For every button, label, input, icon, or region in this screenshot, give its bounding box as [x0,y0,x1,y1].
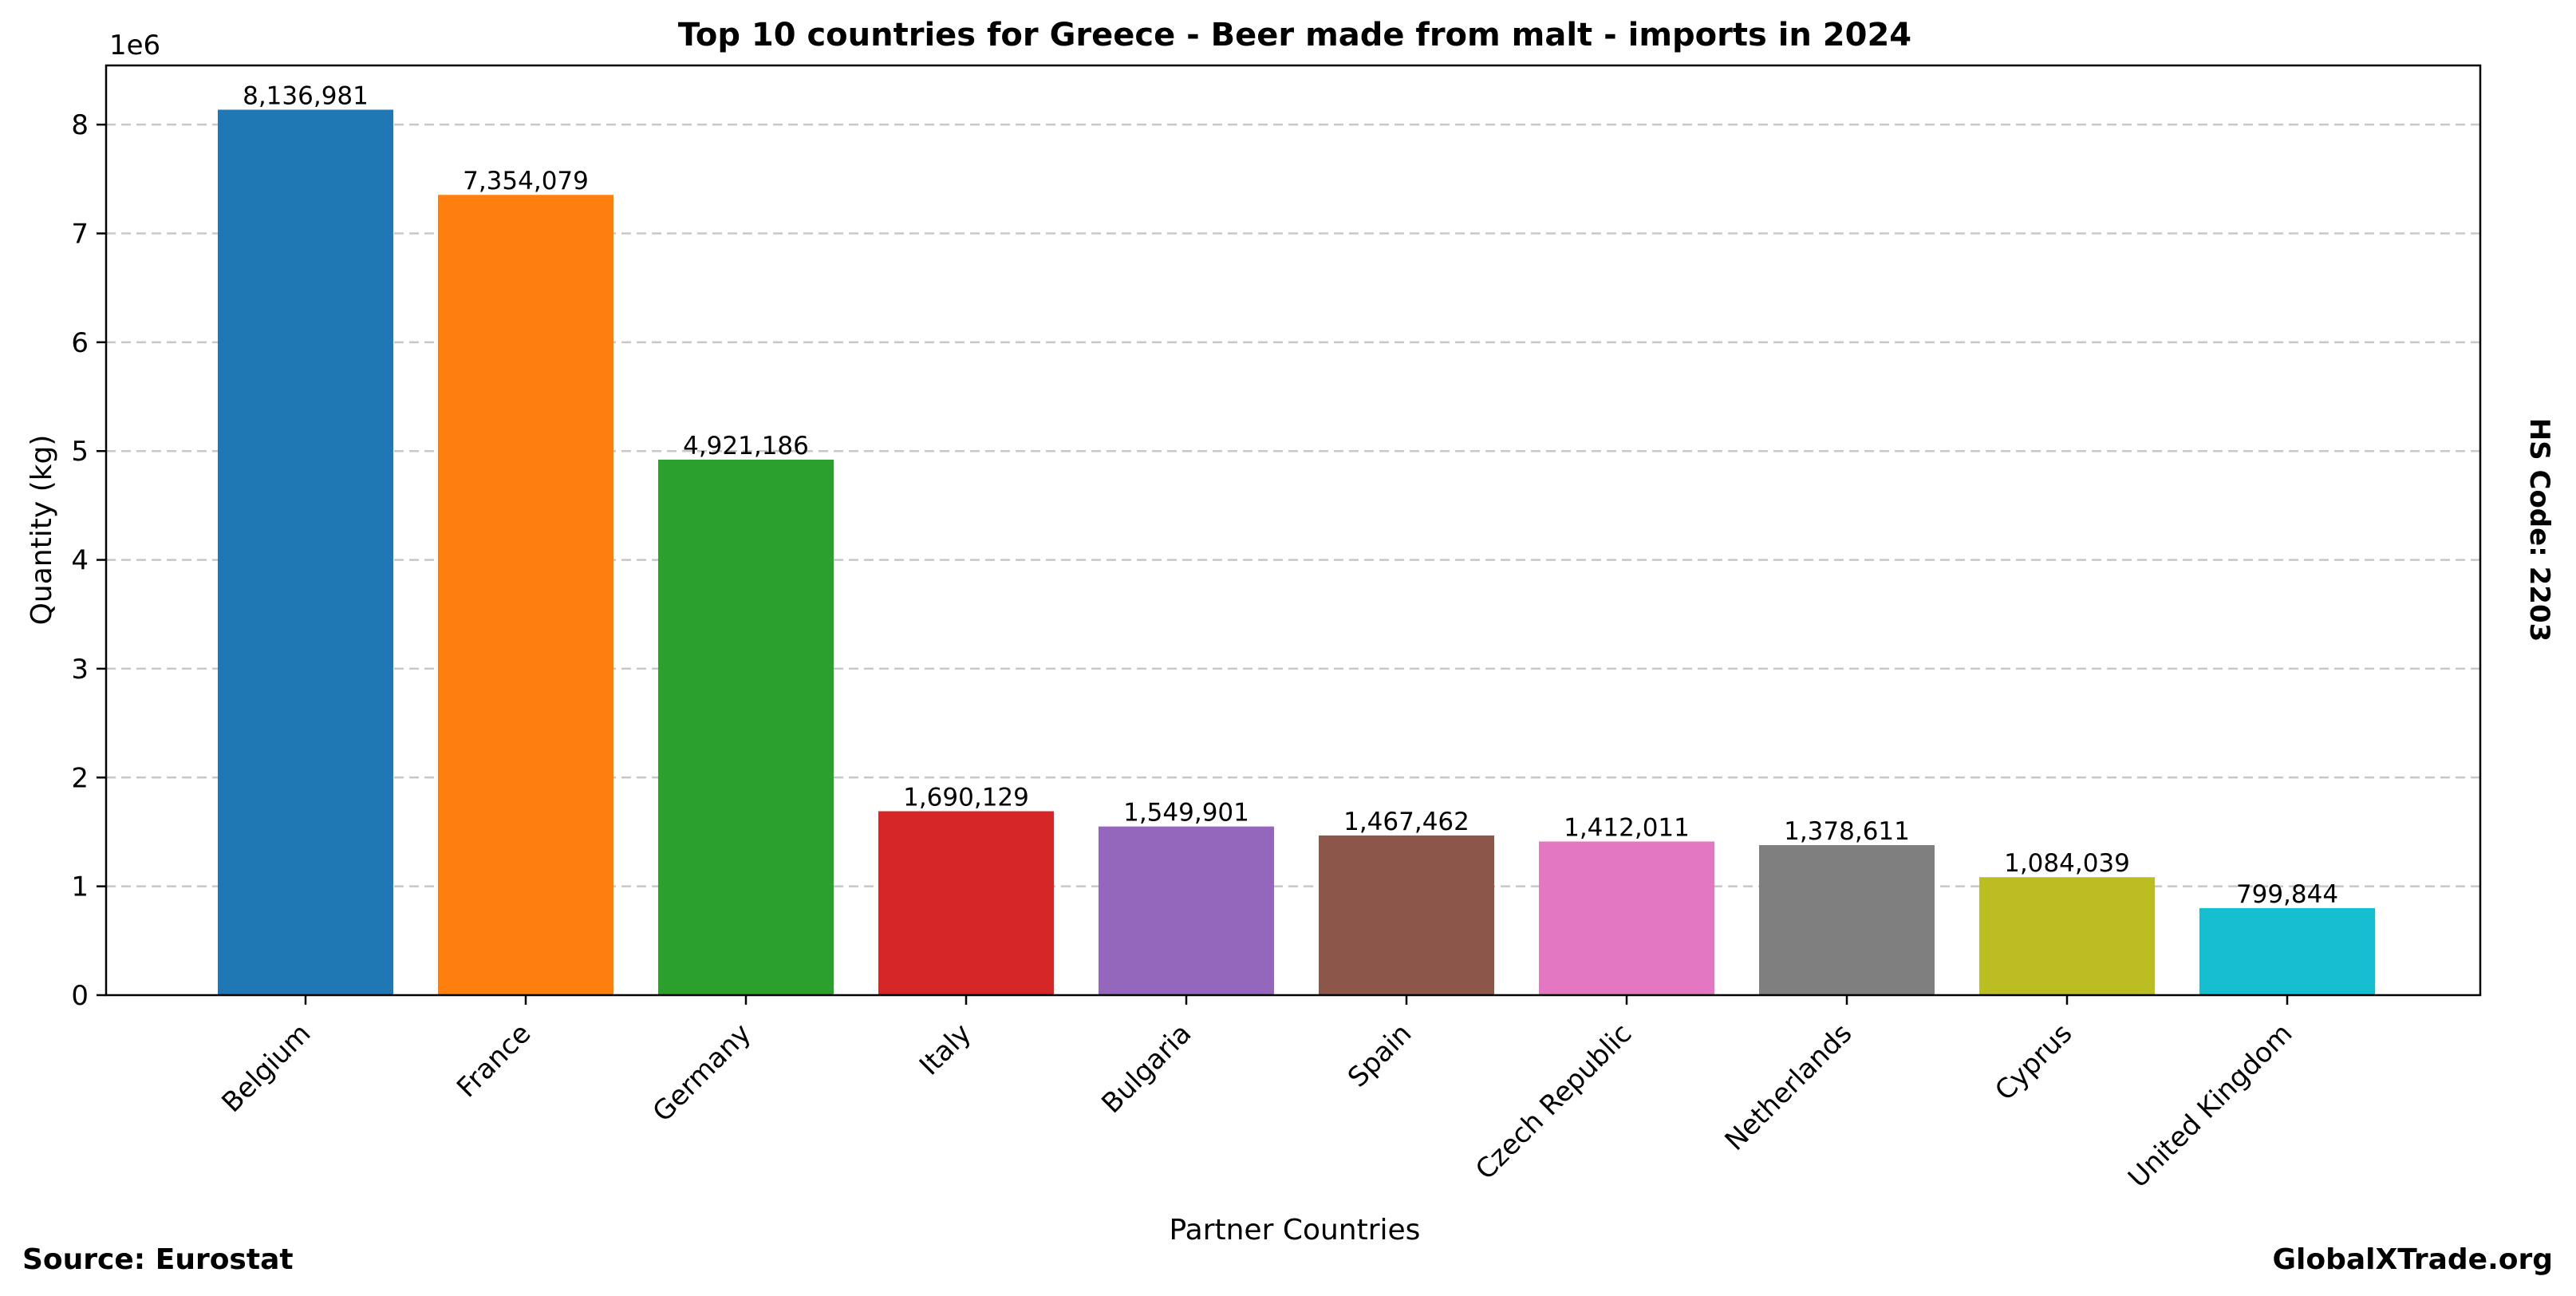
bar-value-label: 8,136,981 [243,81,369,110]
bar-bulgaria [1099,826,1274,995]
bar-cyprus [1979,877,2155,995]
bar-value-label: 1,690,129 [903,784,1029,812]
data-labels: 8,136,981 7,354,079 4,921,186 1,690,129 1,54… [243,81,2338,908]
bar-czech-republic [1539,841,1714,995]
bar-france [438,195,613,995]
bar-united-kingdom [2199,907,2375,995]
chart-title: Top 10 countries for Greece - Beer made … [678,17,1911,53]
y-tick-label: 1 [71,871,89,903]
y-tick-label: 6 [71,327,89,359]
y-scale-label: 1e6 [109,30,160,61]
bar-spain [1319,835,1494,995]
bar-belgium [218,109,393,995]
y-axis-label: Quantity (kg) [26,435,58,626]
x-axis-label: Partner Countries [1170,1214,1421,1247]
site-label: GlobalXTrade.org [2272,1243,2553,1276]
bar-value-label: 1,549,901 [1123,799,1249,828]
y-tick-label: 8 [71,109,89,141]
bar-value-label: 7,354,079 [463,167,589,196]
bar-value-label: 1,084,039 [2004,849,2130,878]
bar-germany [658,459,834,995]
bar-value-label: 1,378,611 [1784,817,1910,846]
y-axis-ticks: 0 1 2 3 4 5 6 7 8 [71,109,106,1012]
hs-code-label: HS Code: 2203 [2523,418,2555,642]
bar-italy [878,811,1054,995]
bars [218,109,2375,995]
bar-netherlands [1759,845,1935,995]
bar-value-label: 1,412,011 [1564,813,1690,842]
bar-value-label: 4,921,186 [683,432,809,460]
bar-value-label: 799,844 [2236,880,2338,909]
y-tick-label: 4 [71,545,89,577]
bar-value-label: 1,467,462 [1343,808,1469,836]
y-tick-label: 3 [71,654,89,686]
y-tick-label: 0 [71,980,89,1012]
source-label: Source: Eurostat [22,1243,294,1276]
y-tick-label: 7 [71,219,89,251]
y-tick-label: 5 [71,436,89,468]
plot-frame [105,64,2482,997]
y-tick-label: 2 [71,762,89,794]
